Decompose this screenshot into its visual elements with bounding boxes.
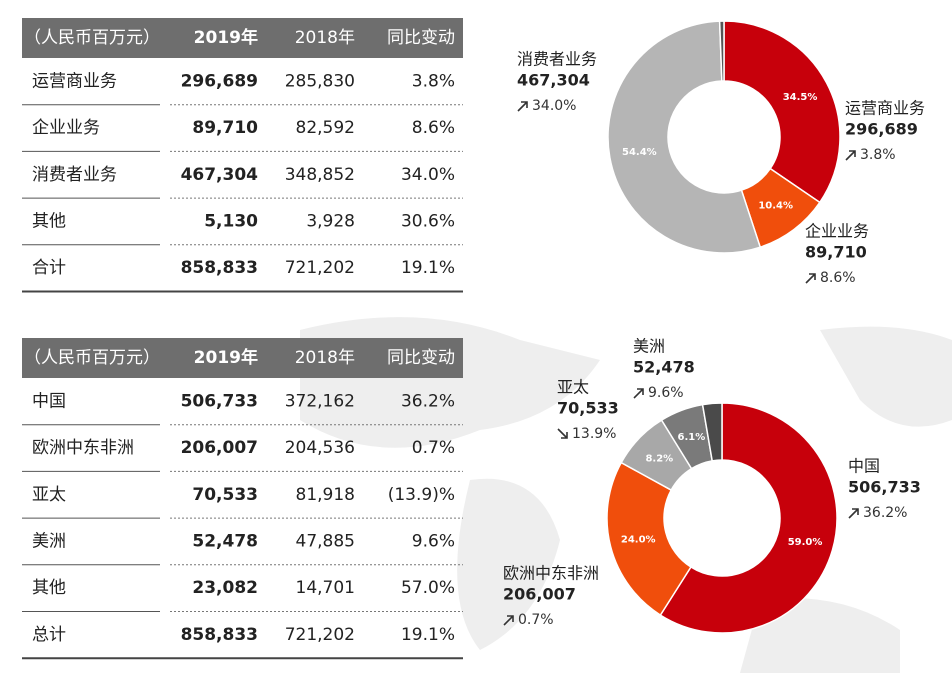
table-cell: 欧洲中东非洲 xyxy=(32,438,134,458)
segment-value-label: 54.4% xyxy=(622,147,657,158)
table-header-cell: 2018年 xyxy=(295,348,355,368)
table-cell: 14,701 xyxy=(296,578,355,598)
segment-amount: 70,533 xyxy=(557,399,619,418)
table-cell: 506,733 xyxy=(181,391,258,411)
table-cell: 运营商业务 xyxy=(32,71,117,91)
segment-change: 36.2% xyxy=(863,505,907,521)
segment-value-label: 34.5% xyxy=(783,92,818,103)
table-cell: 70,533 xyxy=(192,485,258,505)
segment-change: 3.8% xyxy=(860,147,896,163)
trend-arrow xyxy=(503,615,514,626)
table-header-bg xyxy=(22,18,463,58)
segment-name: 亚太 xyxy=(557,378,589,397)
trend-arrow xyxy=(517,101,528,112)
segment-amount: 506,733 xyxy=(848,478,921,497)
table-header-cell: （人民币百万元） xyxy=(24,348,160,368)
donut-segment xyxy=(701,402,723,462)
trend-arrow xyxy=(805,273,816,284)
table-cell: 721,202 xyxy=(285,258,355,278)
table-cell: 9.6% xyxy=(412,531,455,551)
donut-segment xyxy=(606,461,692,617)
table-cell: 其他 xyxy=(32,211,66,231)
segment-amount: 89,710 xyxy=(805,243,867,262)
table-cell: 5,130 xyxy=(204,211,258,231)
table-header-cell: 同比变动 xyxy=(387,348,455,368)
segment-change: 8.6% xyxy=(820,270,856,286)
table-cell: 美洲 xyxy=(32,531,66,551)
donut-segment xyxy=(607,20,762,254)
table-cell: 8.6% xyxy=(412,118,455,138)
segment-value-label: 59.0% xyxy=(788,537,823,548)
table-cell: (13.9)% xyxy=(388,485,455,505)
table-cell: 其他 xyxy=(32,578,66,598)
table-cell: 206,007 xyxy=(181,438,258,458)
table-cell: 858,833 xyxy=(181,258,258,278)
table-header-cell: （人民币百万元） xyxy=(24,28,160,48)
segment-name: 消费者业务 xyxy=(517,50,597,69)
table-cell: 372,162 xyxy=(285,391,355,411)
table-header-cell: 2019年 xyxy=(194,27,258,48)
segment-value-label: 24.0% xyxy=(621,535,656,546)
donut-segment xyxy=(718,20,725,82)
segment-name: 欧洲中东非洲 xyxy=(503,564,599,583)
segment-value-label: 6.1% xyxy=(678,432,706,443)
table-cell: 36.2% xyxy=(401,391,455,411)
table-cell: 57.0% xyxy=(401,578,455,598)
segment-name: 美洲 xyxy=(633,337,665,356)
table-cell: 3,928 xyxy=(306,211,355,231)
table-cell: 中国 xyxy=(32,391,66,411)
table-cell: 204,536 xyxy=(285,438,355,458)
table-cell: 消费者业务 xyxy=(32,165,117,185)
donut-segment xyxy=(723,20,841,204)
table-cell: 0.7% xyxy=(412,438,455,458)
segment-change: 0.7% xyxy=(518,612,554,628)
table-cell: 82,592 xyxy=(296,118,355,138)
table-cell: 81,918 xyxy=(296,485,355,505)
table-cell: 721,202 xyxy=(285,625,355,645)
table-cell: 52,478 xyxy=(192,531,258,551)
table-cell: 企业业务 xyxy=(32,118,100,138)
table-cell: 285,830 xyxy=(285,71,355,91)
segment-change: 34.0% xyxy=(532,98,576,114)
trend-arrow xyxy=(557,428,568,439)
segment-name: 企业业务 xyxy=(805,222,869,241)
trend-arrow xyxy=(848,508,859,519)
segment-name: 中国 xyxy=(848,457,880,476)
table-cell: 19.1% xyxy=(401,625,455,645)
table-cell: 23,082 xyxy=(192,578,258,598)
table-cell: 19.1% xyxy=(401,258,455,278)
table-header-bg xyxy=(22,338,463,378)
segment-amount: 467,304 xyxy=(517,71,590,90)
segment-value-label: 8.2% xyxy=(645,453,673,464)
segment-amount: 52,478 xyxy=(633,358,695,377)
table-cell: 89,710 xyxy=(192,118,258,138)
table-cell: 30.6% xyxy=(401,211,455,231)
segment-change: 13.9% xyxy=(572,426,616,442)
table-header-cell: 同比变动 xyxy=(387,28,455,48)
table-cell: 3.8% xyxy=(412,71,455,91)
table-header-cell: 2018年 xyxy=(295,28,355,48)
segment-amount: 296,689 xyxy=(845,120,918,139)
table-cell: 858,833 xyxy=(181,625,258,645)
donut-segment xyxy=(659,402,838,634)
table-cell: 348,852 xyxy=(285,165,355,185)
table-cell: 总计 xyxy=(32,625,66,645)
table-cell: 亚太 xyxy=(32,485,66,505)
trend-arrow xyxy=(633,388,644,399)
segment-change: 9.6% xyxy=(648,385,684,401)
segment-amount: 206,007 xyxy=(503,585,576,604)
trend-arrow xyxy=(845,150,856,161)
table-cell: 34.0% xyxy=(401,165,455,185)
segment-name: 运营商业务 xyxy=(845,99,925,118)
table-header-cell: 2019年 xyxy=(194,347,258,368)
table-cell: 467,304 xyxy=(181,165,259,185)
table-cell: 296,689 xyxy=(181,71,258,91)
segment-value-label: 10.4% xyxy=(758,201,793,212)
table-cell: 合计 xyxy=(32,258,66,278)
table-cell: 47,885 xyxy=(296,531,355,551)
